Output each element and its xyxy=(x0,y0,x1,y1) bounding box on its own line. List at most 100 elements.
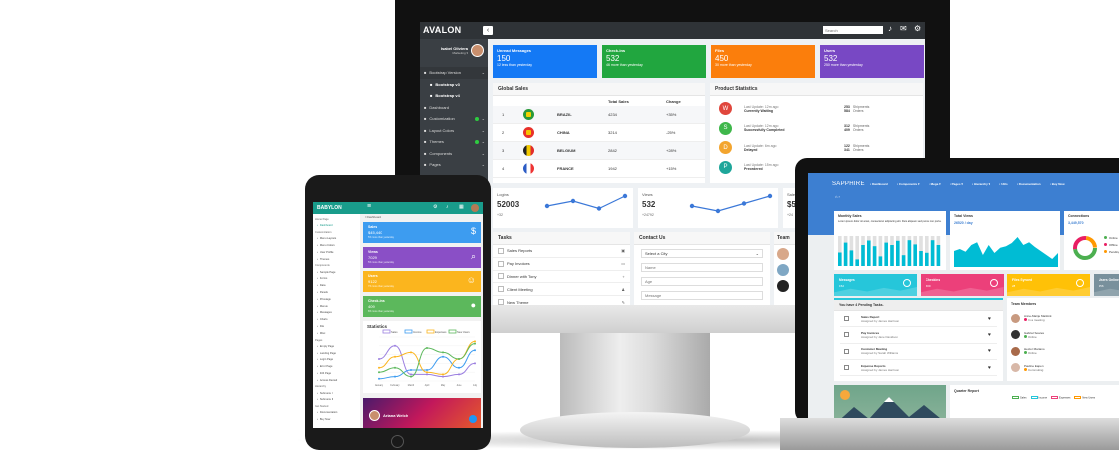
collapse-sidebar-button[interactable]: ‹ xyxy=(483,26,493,35)
task-item[interactable]: Sales Reports ▣ xyxy=(493,245,630,258)
sidebar-item[interactable]: ■ Pages ⌄ xyxy=(420,159,488,171)
task-checkbox[interactable] xyxy=(844,332,849,338)
legend-label: Online xyxy=(1109,236,1118,240)
stat-card[interactable]: Files 450 30 more than yesterday xyxy=(711,45,815,78)
task-checkbox[interactable] xyxy=(498,299,504,305)
sidebar-item[interactable]: ▪ Login Page xyxy=(315,357,358,364)
search-input[interactable] xyxy=(823,26,883,34)
metric-tile[interactable]: Checkins 500 xyxy=(920,274,1004,296)
bell-icon[interactable]: ♪ xyxy=(446,204,449,210)
sidebar-item[interactable]: ■ Themes ⌄ xyxy=(420,136,488,148)
avatar xyxy=(777,248,789,260)
sidebar-item[interactable]: ▪ Menus xyxy=(315,304,358,311)
sidebar-item[interactable]: ■ Dashboard xyxy=(420,102,488,114)
stat-card[interactable]: Users 532 250 more than yesterday xyxy=(820,45,924,78)
task-checkbox[interactable] xyxy=(498,273,504,280)
gear-icon[interactable]: ⚙ xyxy=(433,204,438,210)
sidebar-item[interactable]: ■ Bootstrap v4 xyxy=(420,90,488,102)
stat-card[interactable]: Check-ins 409 8% more than yesterday ● xyxy=(363,295,481,317)
sidebar-item[interactable]: ▪ Empty Page xyxy=(315,344,358,351)
sidebar-item[interactable]: ▪ Documentation xyxy=(315,410,358,417)
sidebar-item[interactable]: ▪ Submenu I xyxy=(315,391,358,398)
sidebar-item[interactable]: ▪ Panels xyxy=(315,290,358,297)
action-button[interactable] xyxy=(469,415,477,423)
sidebar-item[interactable]: ▪ Forms xyxy=(315,276,358,283)
task-item[interactable]: Dinner with Tony ♆ xyxy=(493,271,630,284)
nav-item[interactable]: ▪Pages ▾ xyxy=(950,182,963,186)
city-select[interactable]: Select a City ⌄ xyxy=(641,249,763,258)
stat-card[interactable]: Users 9122 7% more than yesterday ☺ xyxy=(363,271,481,292)
sidebar-item[interactable]: ▪ Misc xyxy=(315,331,358,338)
sidebar-item[interactable]: ▪ Buy Now xyxy=(315,417,358,424)
sidebar-item[interactable]: ▪ User Profile xyxy=(315,250,358,257)
stat-card[interactable]: Views 7029 5% more than yesterday ⌕ xyxy=(363,246,481,268)
sidebar-item[interactable]: ▪ Sample Page xyxy=(315,270,358,277)
user-profile[interactable]: Isabel Oliviera Marketing ▾ xyxy=(420,39,488,67)
sidebar-item[interactable]: ▪ Themes xyxy=(315,257,358,264)
menu-icon[interactable]: ≡ xyxy=(367,203,372,210)
mail-icon[interactable]: ✉ xyxy=(900,24,907,33)
sidebar-item[interactable]: ■ Customization ⌄ xyxy=(420,113,488,125)
heart-icon[interactable]: ♥ xyxy=(988,315,991,322)
age-field[interactable] xyxy=(641,277,763,286)
nav-item[interactable]: ▪Utils xyxy=(999,182,1008,186)
sidebar-item[interactable]: ▪ Landing Page xyxy=(315,351,358,358)
name-field[interactable] xyxy=(641,263,763,272)
task-item[interactable]: Pay Invoices ▭ xyxy=(493,258,630,271)
stat-card[interactable]: Unread Messages 150 12 less than yesterday xyxy=(493,45,597,78)
task-checkbox[interactable] xyxy=(498,260,504,267)
task-checkbox[interactable] xyxy=(844,316,849,322)
team-member[interactable]: Pauline Eapen Commuting xyxy=(1011,360,1052,377)
sidebar-item[interactable]: ▪ 404 Page xyxy=(315,371,358,378)
task-item[interactable]: Pay Invoices Assigned by Jane Davidson ♥ xyxy=(840,327,997,344)
bell-icon[interactable]: ♪ xyxy=(888,24,892,33)
sidebar-item[interactable]: ■ Bootstrap Version ⌄ xyxy=(420,67,488,79)
nav-item[interactable]: ▪Buy Now xyxy=(1050,182,1065,186)
task-item[interactable]: Sales Report Assigned by James Harrison ♥ xyxy=(840,311,997,328)
nav-item[interactable]: ▪Components ▾ xyxy=(897,182,920,186)
metric-tile[interactable]: Users Online 256 xyxy=(1093,274,1119,296)
sidebar-item[interactable]: ▪ Menu Layouts xyxy=(315,236,358,243)
team-member[interactable]: Hector Mariano Online xyxy=(1011,343,1052,360)
sidebar-item[interactable]: ▪ Charts xyxy=(315,317,358,324)
task-checkbox[interactable] xyxy=(498,286,504,293)
task-item[interactable]: Client Meeting ♟ xyxy=(493,283,630,297)
nav-item[interactable]: ▪Hierarchy ▾ xyxy=(972,182,990,186)
home-icon[interactable]: ⌂ › xyxy=(835,194,840,199)
heart-icon[interactable]: ♥ xyxy=(988,364,991,371)
sidebar-item[interactable]: ■ Layout Colors ⌄ xyxy=(420,125,488,137)
stat-card[interactable]: Check-ins 532 46 more than yesterday xyxy=(602,45,706,78)
sidebar-item[interactable]: ▪ Dashboard xyxy=(315,223,358,230)
nav-item[interactable]: ▪Mega ▾ xyxy=(929,182,941,186)
gear-icon[interactable]: ⚙ xyxy=(914,24,922,33)
sidebar-item[interactable]: ▪ Error Page xyxy=(315,364,358,371)
team-member[interactable]: Anne-Marije Markink In a meeting xyxy=(1011,310,1052,327)
nav-item[interactable]: ▪Dashboard xyxy=(870,182,888,186)
sidebar-item[interactable]: ▪ Data xyxy=(315,283,358,290)
task-item[interactable]: New Theme ✎ xyxy=(493,296,630,305)
task-checkbox[interactable] xyxy=(844,365,849,371)
sidebar-item[interactable]: ▪ File xyxy=(315,324,358,331)
sidebar-item[interactable]: ■ Bootstrap v3 xyxy=(420,79,488,91)
stat-card[interactable]: Sales $45,440 5% more than yesterday $ xyxy=(363,222,481,243)
task-checkbox[interactable] xyxy=(844,348,849,354)
home-button[interactable] xyxy=(391,435,404,448)
team-member[interactable]: Gabriel Soares Online xyxy=(1011,327,1052,344)
heart-icon[interactable]: ♥ xyxy=(988,348,991,355)
metric-tile[interactable]: Files Synced 28 xyxy=(1007,274,1090,296)
grid-icon[interactable]: ▦ xyxy=(459,204,464,210)
sidebar-item[interactable]: ■ Components ⌄ xyxy=(420,148,488,160)
heart-icon[interactable]: ♥ xyxy=(988,331,991,338)
sidebar-item[interactable]: ▪ Pricetags xyxy=(315,297,358,304)
message-field[interactable] xyxy=(641,291,763,300)
task-item[interactable]: Expense Reports Assigned by James Harriso… xyxy=(840,360,997,377)
sidebar-item[interactable]: ▪ Messages xyxy=(315,310,358,317)
nav-item[interactable]: ▪Documentation xyxy=(1017,182,1041,186)
avatar[interactable] xyxy=(471,204,479,212)
task-checkbox[interactable] xyxy=(498,247,504,254)
sidebar-item[interactable]: ▪ Submenu II xyxy=(315,397,358,404)
task-item[interactable]: Customer Meeting Assigned by Sarah Willia… xyxy=(840,344,997,360)
sidebar-item[interactable]: ▪ Access Denied xyxy=(315,378,358,385)
metric-tile[interactable]: Messages 152 xyxy=(834,274,917,296)
sidebar-item[interactable]: ▪ Menu Colors xyxy=(315,243,358,250)
